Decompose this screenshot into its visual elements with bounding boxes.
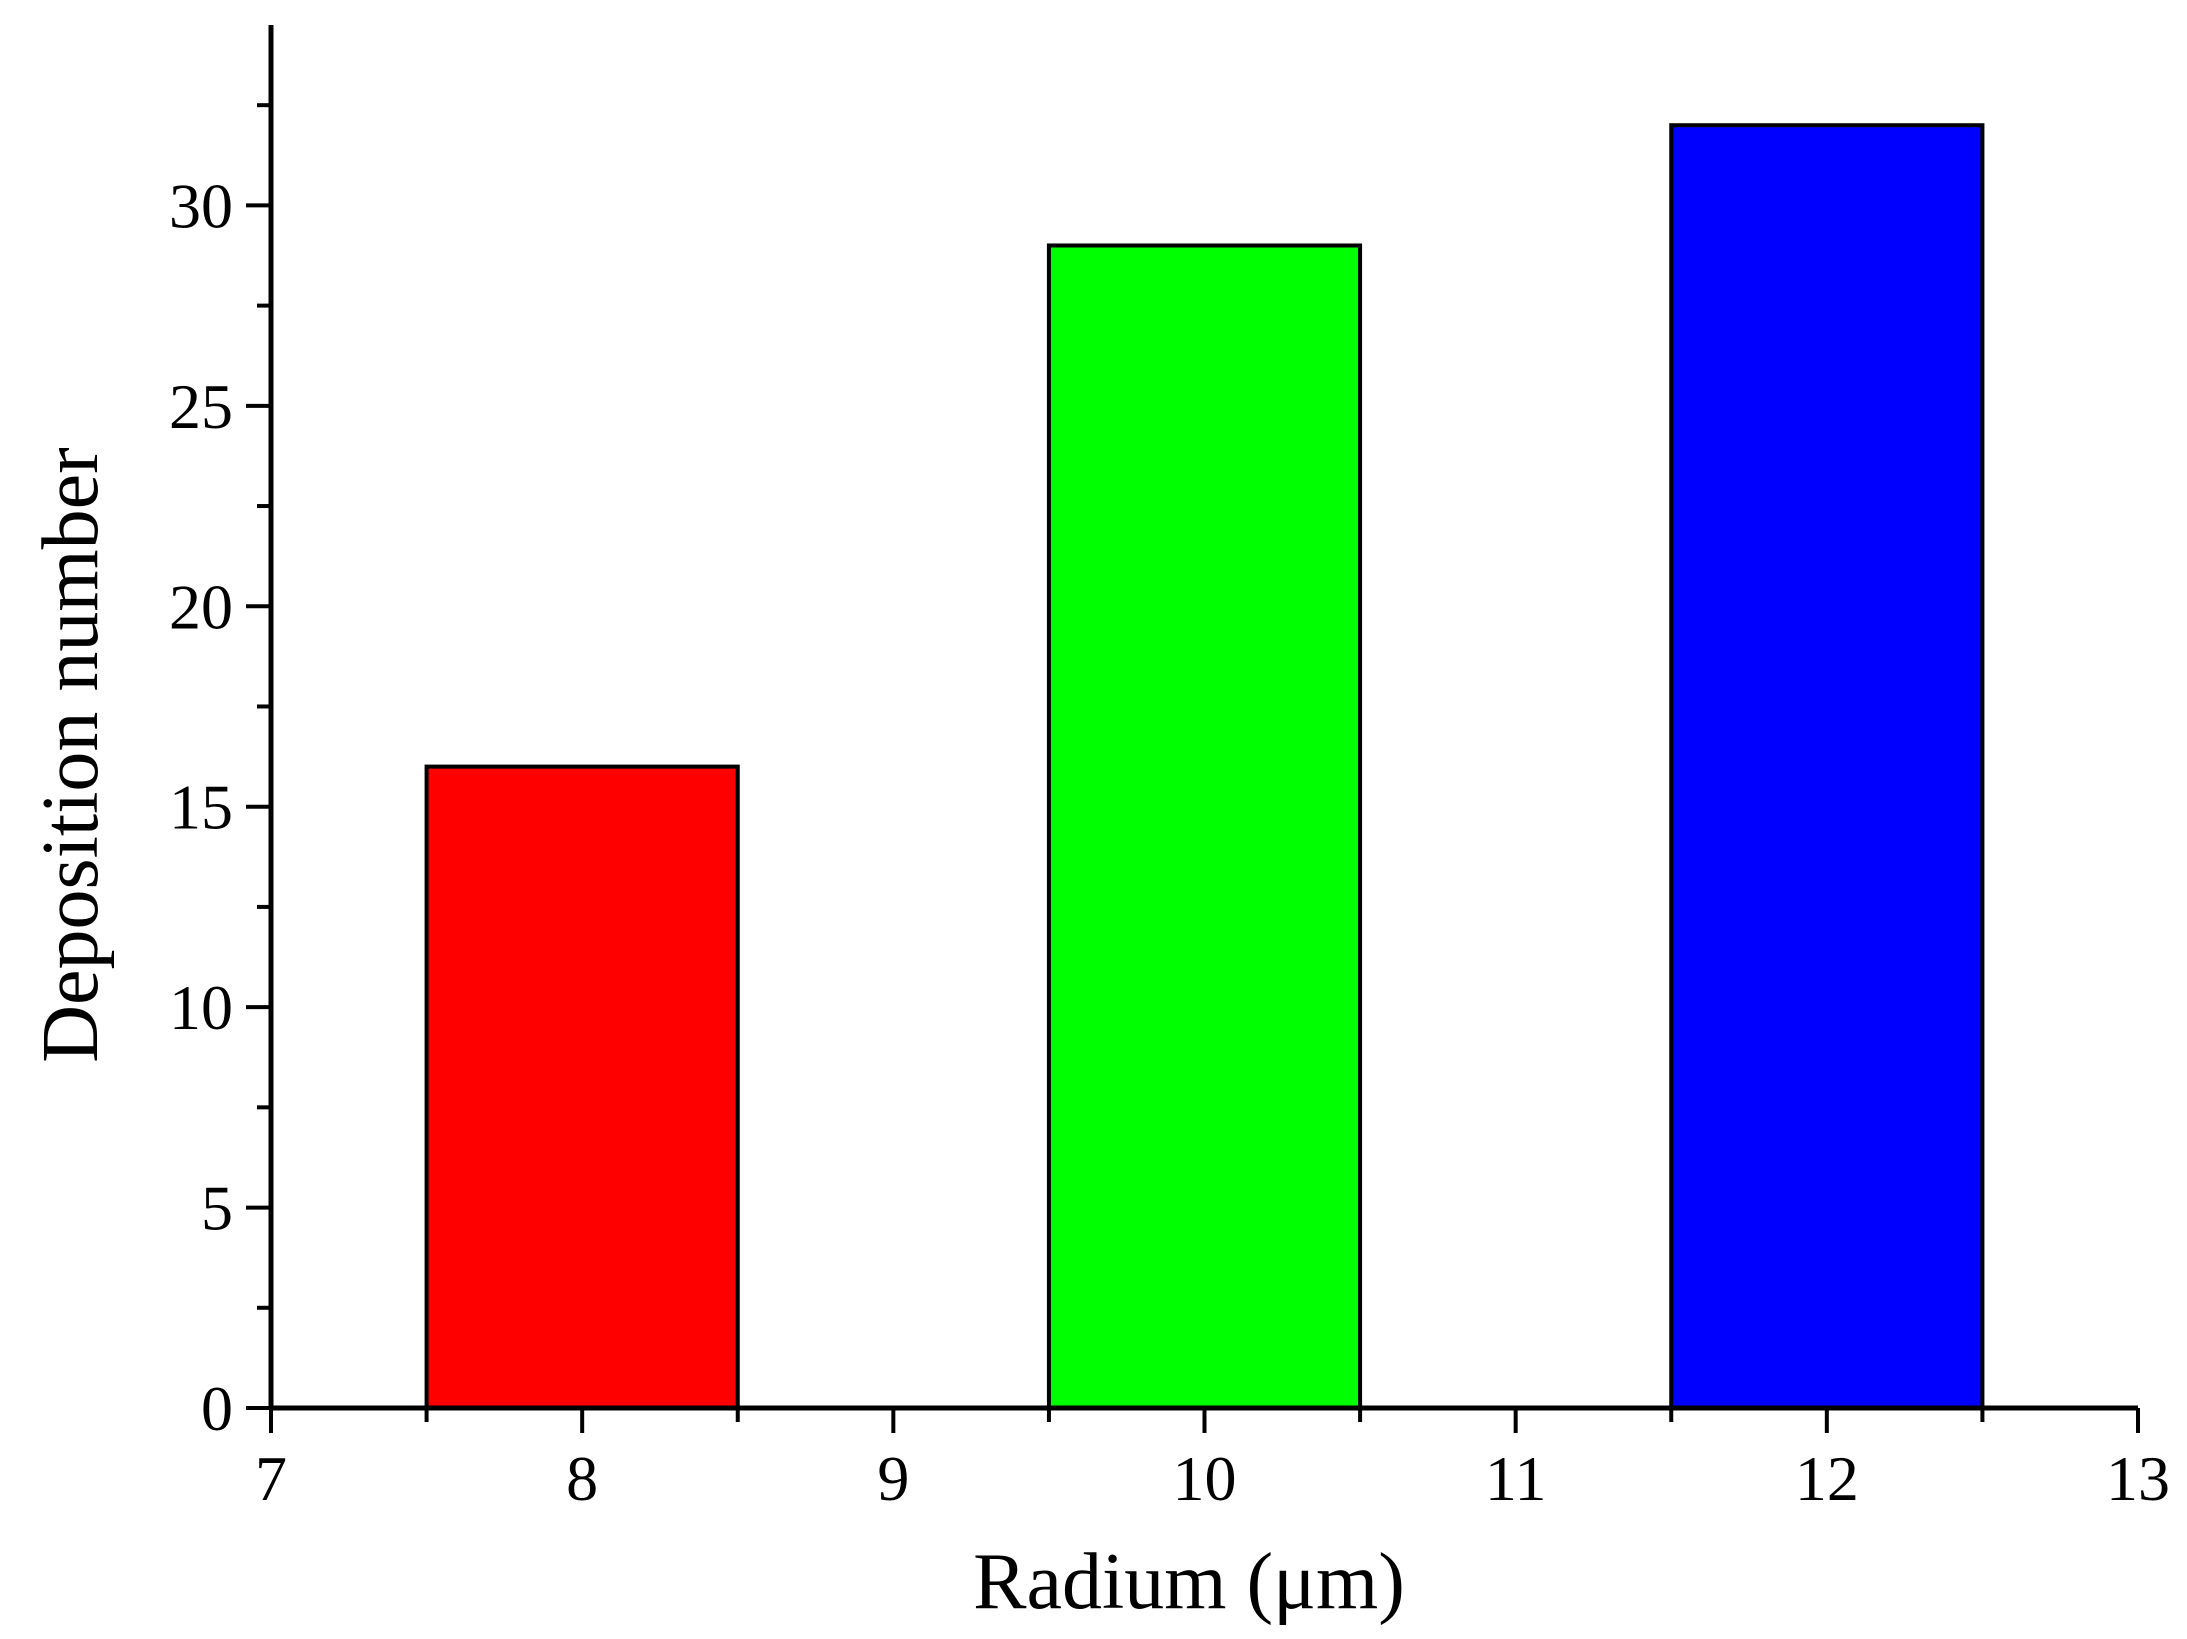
- y-axis-title: Deposition number: [27, 447, 115, 1062]
- bars-layer: [424, 123, 1985, 1410]
- y-tick-label-0: 0: [201, 1373, 233, 1444]
- x-tick-label-7: 7: [255, 1443, 287, 1514]
- x-tick-label-12: 12: [1795, 1443, 1859, 1514]
- bar-10: [1046, 243, 1363, 1410]
- x-tick-label-13: 13: [2106, 1443, 2170, 1514]
- ticks-layer: [246, 103, 2140, 1433]
- tick-labels-layer: 7 8 9 10 11 12 13 0 5 10 15 20 25 30: [169, 170, 2170, 1514]
- bar-12: [1669, 123, 1985, 1410]
- x-tick-label-9: 9: [877, 1443, 909, 1514]
- y-tick-label-20: 20: [169, 571, 233, 642]
- bar-8: [424, 764, 740, 1410]
- y-tick-label-5: 5: [201, 1173, 233, 1244]
- y-tick-label-30: 30: [169, 170, 233, 241]
- y-tick-label-10: 10: [169, 972, 233, 1043]
- x-axis-title: Radium (μm): [973, 1538, 1405, 1626]
- y-tick-label-15: 15: [169, 772, 233, 843]
- x-tick-label-11: 11: [1485, 1443, 1547, 1514]
- x-tick-label-10: 10: [1173, 1443, 1237, 1514]
- x-tick-label-8: 8: [566, 1443, 598, 1514]
- y-tick-label-25: 25: [169, 371, 233, 442]
